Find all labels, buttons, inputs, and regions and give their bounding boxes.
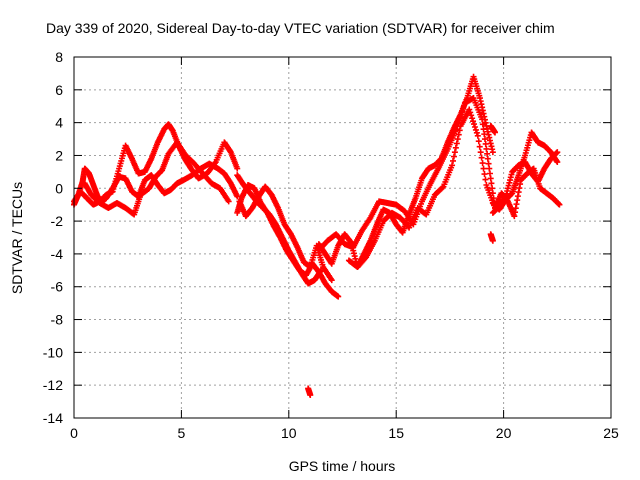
data-point [556,201,563,208]
chart-title: Day 339 of 2020, Sidereal Day-to-day VTE… [46,20,555,36]
data-point [471,124,478,131]
data-point [450,157,457,164]
data-point [457,114,464,121]
data-point [489,237,496,244]
data-point [450,153,457,160]
data-point [470,118,477,125]
series-track-F [236,183,335,284]
data-point [474,132,481,139]
data-point [452,144,459,151]
data-point [234,193,241,200]
y-tick-label: 2 [55,147,63,163]
data-point [456,127,463,134]
data-point [307,392,314,399]
data-point [225,198,232,205]
y-tick-label: -12 [43,377,63,393]
x-tick-label: 25 [603,425,619,441]
data-point [477,149,484,156]
plot-frame [73,56,612,419]
data-point [481,171,488,178]
data-point [459,108,466,115]
y-tick-label: -6 [51,279,64,295]
data-point [469,115,476,122]
data-point [455,131,462,138]
data-point [460,102,467,109]
x-tick-label: 0 [70,425,78,441]
data-point [482,176,489,183]
data-point [460,105,467,112]
x-tick-label: 5 [178,425,186,441]
data-point [478,154,485,161]
data-point [451,149,458,156]
y-tick-label: -8 [51,312,64,328]
data-point [453,140,460,147]
grid-lines [74,57,611,418]
data-point [472,126,479,133]
data-point [453,126,460,133]
data-points [71,73,563,399]
data-point [449,162,456,169]
series-track-B [71,121,241,208]
x-axis-title: GPS time / hours [289,458,396,474]
y-tick-label: 8 [55,49,63,65]
data-point [439,184,446,191]
y-tick-label: -2 [51,213,64,229]
data-point [489,149,496,156]
data-point [492,129,499,136]
data-point [335,293,342,300]
y-tick-label: 6 [55,82,63,98]
data-point [468,112,475,119]
data-point [458,111,465,118]
x-tick-label: 10 [281,425,297,441]
data-point [234,165,241,172]
series-track-M [305,122,499,399]
data-point [480,165,487,172]
axis-ticks: 0 5 10 15 20 25 -14 -12 -10 -8 -6 -4 -2 0 2 4 6 8 [43,49,619,441]
y-tick-label: 4 [55,115,63,131]
series-track-L [489,149,561,216]
y-tick-label: -14 [43,410,63,426]
series-track-N [487,231,496,244]
data-point [328,277,335,284]
series-track-C [81,139,232,218]
data-point [479,160,486,167]
y-tick-label: 0 [55,180,63,196]
data-point [554,149,561,156]
data-point [476,143,483,150]
x-tick-label: 20 [496,425,512,441]
y-tick-label: -4 [51,246,64,262]
data-point [473,129,480,136]
data-point [467,109,474,116]
data-point [466,106,473,113]
series-track-I [345,106,499,271]
data-point [554,159,561,166]
y-tick-label: -10 [43,344,63,360]
y-axis-title: SDTVAR / TECUs [9,182,25,294]
data-point [454,136,461,143]
x-tick-label: 15 [388,425,404,441]
data-point [471,121,478,128]
data-point [475,138,482,145]
